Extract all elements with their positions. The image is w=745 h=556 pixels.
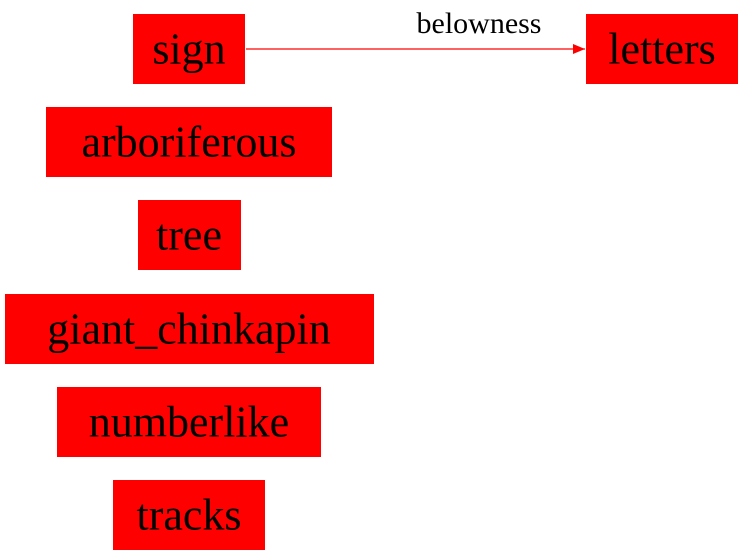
edge-sign-letters: belowness [246, 7, 585, 54]
node-box [57, 387, 321, 457]
node-arboriferous[interactable]: arboriferous [46, 107, 332, 177]
node-label: letters [608, 25, 716, 74]
node-label: numberlike [89, 398, 289, 447]
node-label: sign [152, 25, 225, 74]
node-numberlike[interactable]: numberlike [57, 387, 321, 457]
node-box [5, 294, 374, 364]
node-box [46, 107, 332, 177]
node-letters[interactable]: letters [586, 14, 738, 84]
node-box [138, 200, 241, 270]
node-label: arboriferous [81, 118, 296, 167]
node-sign[interactable]: sign [133, 14, 245, 84]
node-label: tracks [136, 491, 241, 540]
edge-label: belowness [417, 7, 542, 40]
node-box [113, 480, 265, 550]
node-label: giant_chinkapin [47, 305, 331, 354]
node-giant-chinkapin[interactable]: giant_chinkapin [5, 294, 374, 364]
node-tree[interactable]: tree [138, 200, 241, 270]
node-label: tree [156, 211, 222, 260]
node-tracks[interactable]: tracks [113, 480, 265, 550]
node-box [586, 14, 738, 84]
node-box [133, 14, 245, 84]
